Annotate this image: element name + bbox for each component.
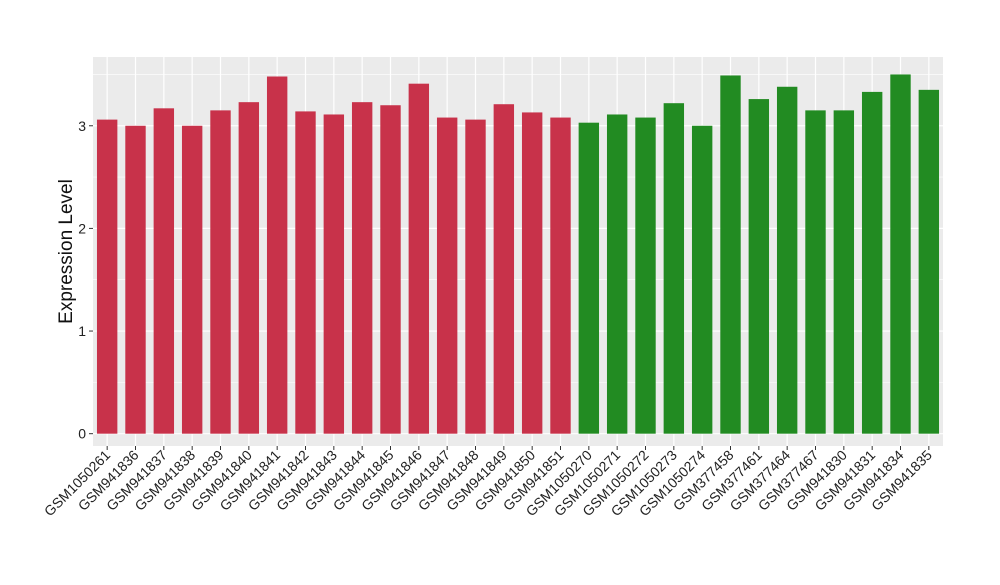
bar-GSM941849 (493, 104, 515, 434)
bar-GSM941844 (351, 102, 373, 434)
bar-GSM941835 (918, 89, 940, 434)
bar-GSM1050273 (663, 103, 685, 434)
bar-GSM941838 (181, 125, 203, 434)
bars (96, 74, 940, 434)
y-axis-label: Expression Level (56, 179, 77, 324)
bar-GSM377464 (776, 86, 798, 434)
bar-GSM941847 (436, 117, 458, 434)
bar-GSM941836 (125, 125, 146, 434)
bar-GSM941842 (295, 111, 316, 434)
plot-panel (93, 57, 943, 446)
bar-GSM941831 (861, 91, 883, 434)
y-tick-label: 1 (78, 323, 86, 339)
bar-GSM941843 (323, 114, 345, 434)
bar-GSM1050272 (635, 117, 656, 434)
bar-GSM941845 (380, 105, 401, 434)
bar-GSM941830 (833, 110, 855, 434)
bar-GSM1050271 (606, 114, 628, 434)
bar-GSM941850 (521, 112, 543, 434)
bar-GSM941837 (153, 108, 175, 434)
minor-gridlines (93, 74, 943, 383)
bar-GSM941848 (465, 119, 486, 434)
bar-GSM941840 (238, 102, 260, 434)
bar-GSM377458 (720, 75, 741, 434)
y-tick-label: 3 (78, 118, 86, 134)
bar-GSM941841 (266, 76, 288, 434)
y-tick-label: 0 (78, 426, 86, 442)
x-axis: GSM1050261GSM941836GSM941837GSM941838GSM… (41, 446, 935, 519)
y-axis: 0 1 2 3 (78, 118, 93, 442)
y-tick-label: 2 (78, 220, 86, 236)
bar-GSM941846 (408, 83, 430, 434)
bar-GSM377467 (805, 110, 826, 434)
bar-GSM377461 (748, 99, 770, 434)
bar-GSM941834 (890, 74, 911, 434)
bar-GSM1050261 (96, 119, 118, 434)
bar-GSM1050270 (578, 122, 600, 434)
bar-GSM1050274 (691, 125, 713, 434)
bar-GSM941851 (550, 117, 571, 434)
bar-GSM941839 (210, 110, 231, 434)
